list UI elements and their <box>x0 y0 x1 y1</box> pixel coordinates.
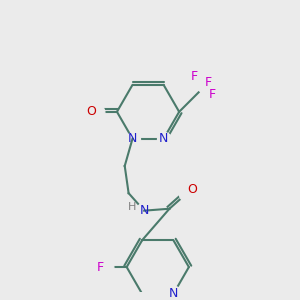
Text: F: F <box>205 76 212 89</box>
Text: F: F <box>209 88 216 101</box>
Text: F: F <box>97 261 104 274</box>
Text: O: O <box>187 183 197 196</box>
Text: N: N <box>128 132 137 145</box>
Text: N: N <box>140 204 149 217</box>
Text: F: F <box>191 70 198 83</box>
Text: H: H <box>128 202 137 212</box>
Text: N: N <box>169 287 178 300</box>
Text: O: O <box>87 105 97 118</box>
Text: N: N <box>159 132 168 145</box>
